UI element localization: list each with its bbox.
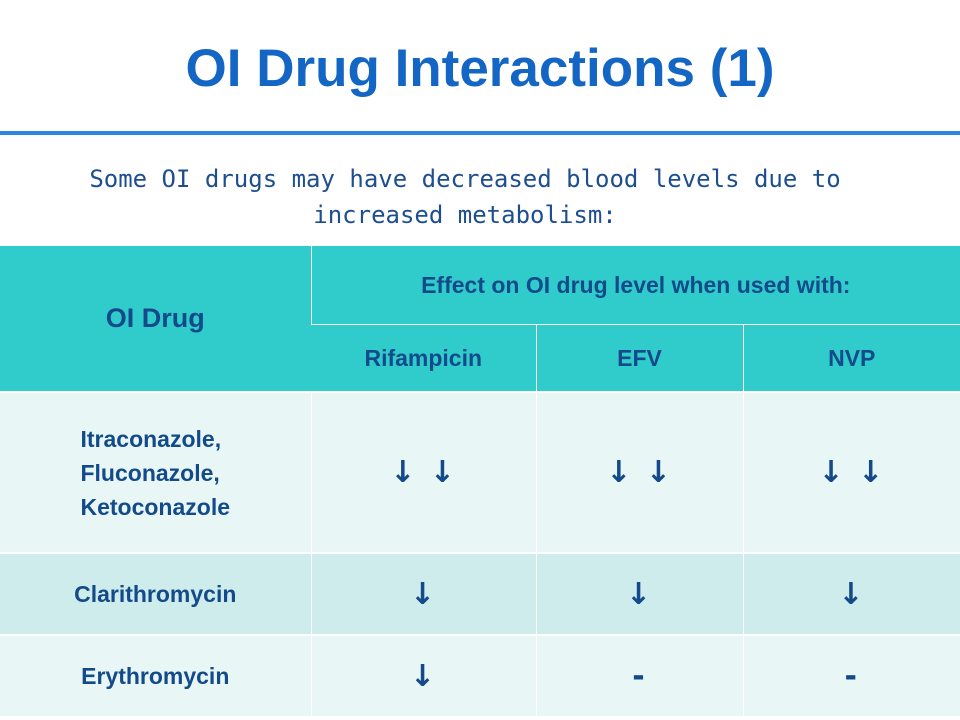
table-row: Itraconazole, Fluconazole, Ketoconazole … bbox=[0, 391, 960, 553]
title-divider bbox=[0, 131, 960, 135]
effect-rifampicin: ↓ ↓ bbox=[310, 391, 536, 553]
drug-name-line: Fluconazole, bbox=[80, 459, 220, 486]
drug-cell: Clarithromycin bbox=[0, 552, 311, 635]
drug-interaction-table: OI Drug Effect on OI drug level when use… bbox=[0, 246, 960, 716]
header-oi-drug: OI Drug bbox=[0, 246, 311, 392]
drug-name-line: Ketoconazole bbox=[80, 493, 231, 520]
effect-rifampicin: ↓ bbox=[310, 552, 536, 635]
drug-cell: Itraconazole, Fluconazole, Ketoconazole bbox=[0, 391, 311, 553]
drug-name: Clarithromycin bbox=[74, 581, 237, 607]
column-header-rifampicin: Rifampicin bbox=[311, 324, 536, 392]
table-row: Erythromycin ↓ - - bbox=[0, 634, 960, 716]
effect-efv: - bbox=[535, 634, 743, 716]
header-effect: Effect on OI drug level when used with: bbox=[310, 246, 960, 325]
drug-cell: Erythromycin bbox=[0, 634, 311, 716]
column-header-efv: EFV bbox=[535, 324, 743, 392]
drug-name: Erythromycin bbox=[81, 663, 230, 689]
effect-nvp: ↓ bbox=[742, 552, 960, 635]
table-row: Clarithromycin ↓ ↓ ↓ bbox=[0, 552, 960, 635]
effect-efv: ↓ bbox=[535, 552, 743, 635]
drug-name: Itraconazole, Fluconazole, Ketoconazole bbox=[80, 422, 230, 524]
effect-nvp: - bbox=[742, 634, 960, 716]
column-header-nvp: NVP bbox=[742, 324, 960, 392]
slide-title: OI Drug Interactions (1) bbox=[185, 39, 775, 98]
slide-subtitle: Some OI drugs may have decreased blood l… bbox=[89, 165, 841, 229]
effect-efv: ↓ ↓ bbox=[535, 391, 743, 553]
effect-nvp: ↓ ↓ bbox=[742, 391, 960, 553]
drug-name-line: Itraconazole, bbox=[80, 425, 222, 452]
effect-rifampicin: ↓ bbox=[310, 634, 536, 716]
